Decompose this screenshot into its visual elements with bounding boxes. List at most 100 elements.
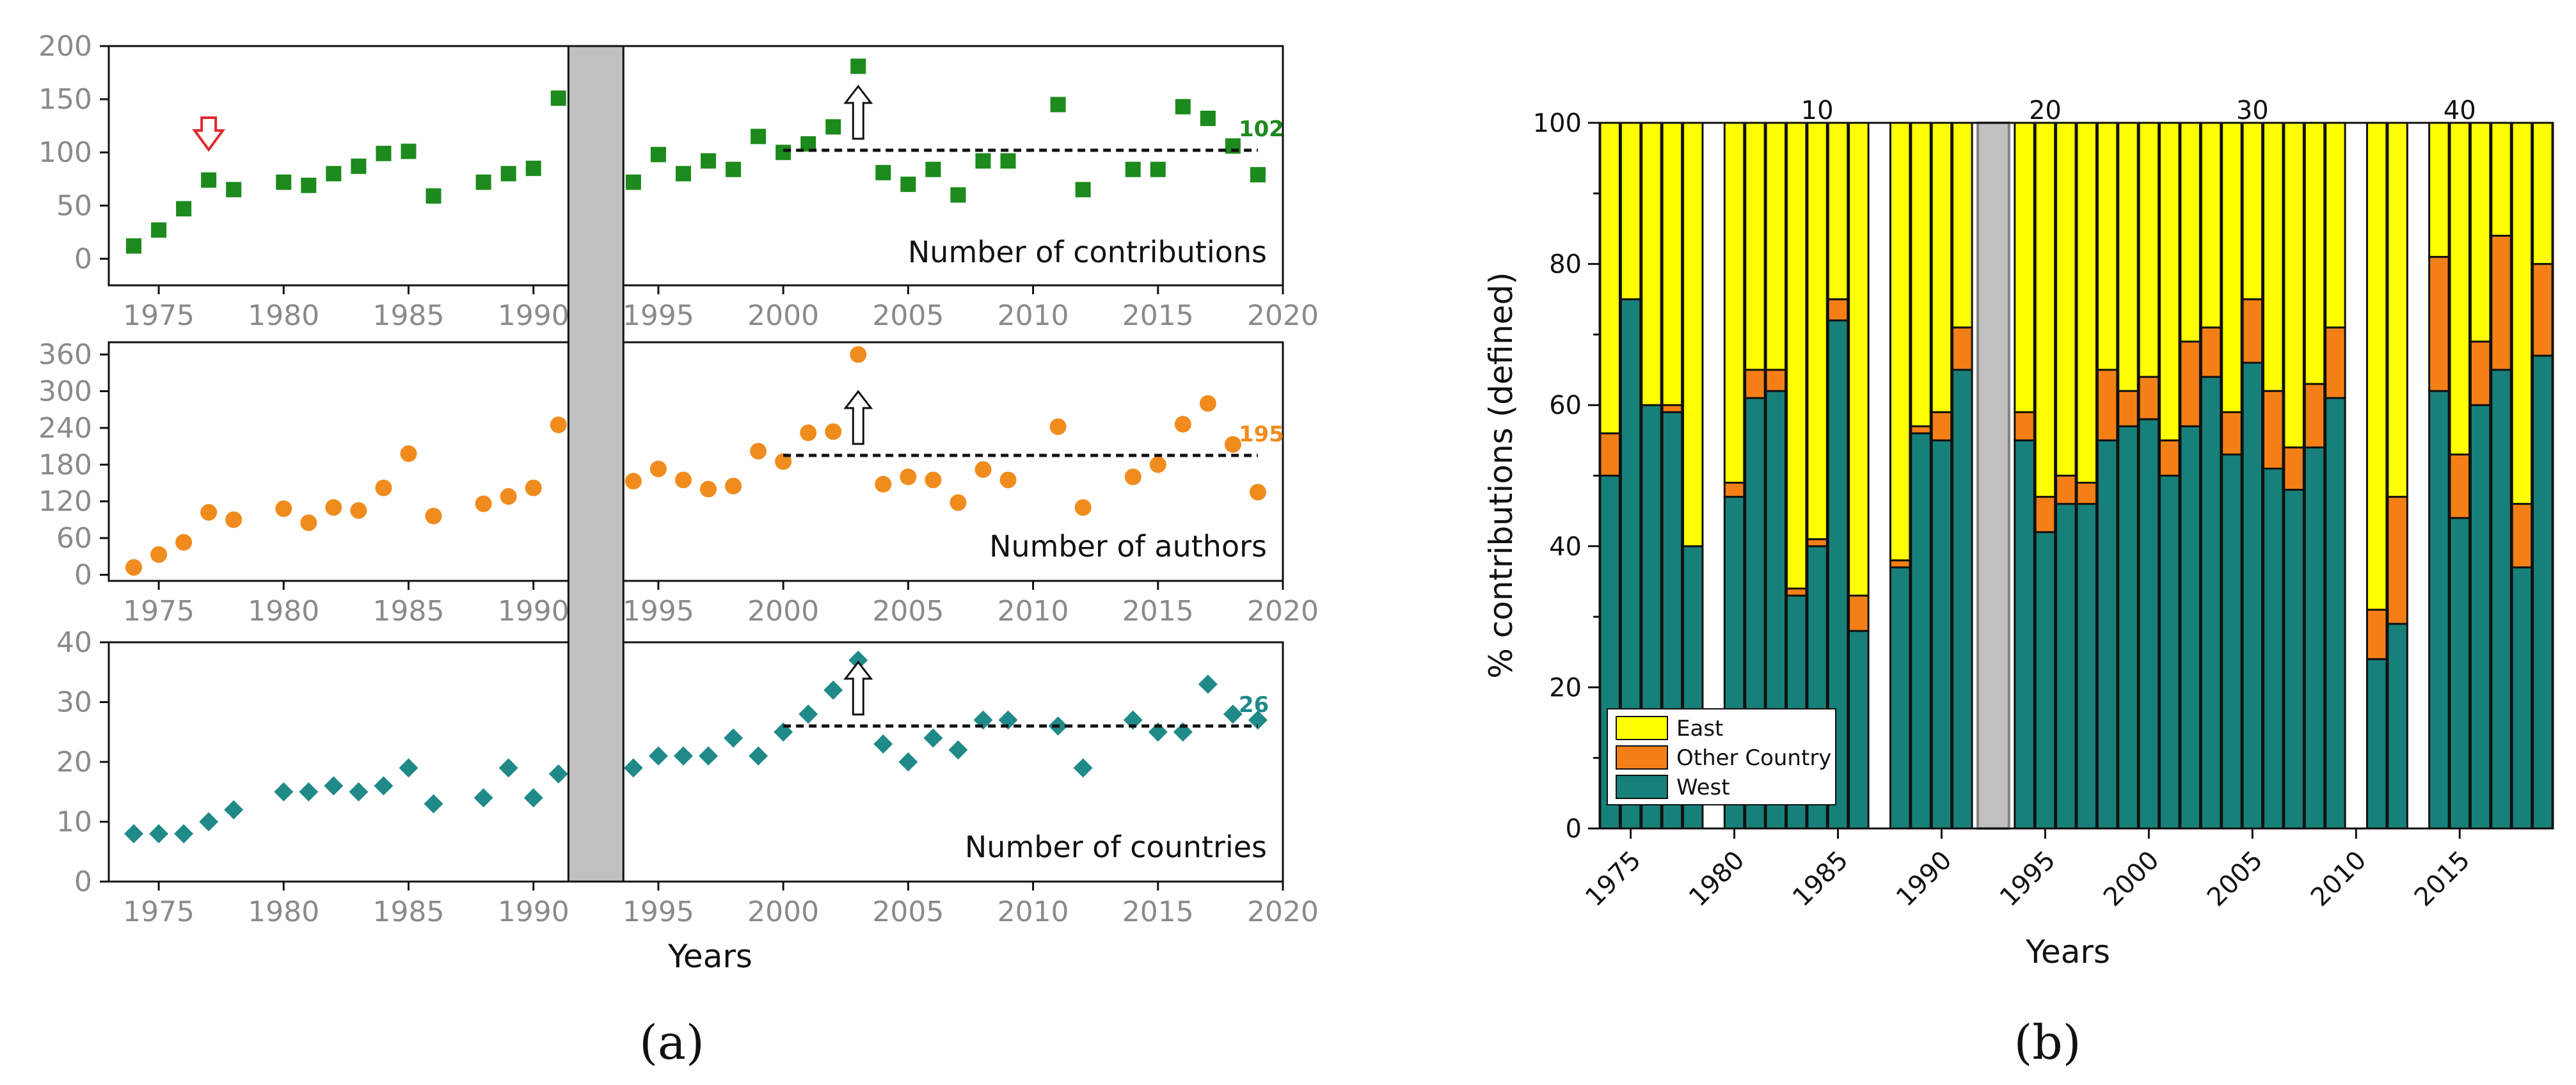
bar-segment-east: [2365, 122, 2388, 611]
y-tick-label: 0: [1566, 814, 1582, 844]
subfigure-label-a: (a): [639, 1015, 704, 1070]
contribution-point: [475, 174, 491, 190]
bar-segment-other-country: [2303, 383, 2326, 448]
country-point: [1248, 710, 1268, 730]
author-point: [850, 346, 867, 363]
contributions-subplot: 0 50 100 150 200 1975 1980 1985 1990 1995 2000 2005…: [38, 30, 1319, 332]
legend-label-west: West: [1676, 775, 1730, 800]
bar-segment-other-country: [1785, 587, 1808, 597]
country-point: [799, 704, 818, 724]
bar-segment-west: [1848, 630, 1870, 830]
country-point: [124, 824, 144, 844]
author-point: [425, 507, 442, 525]
x-tick-label: 1990: [498, 595, 569, 628]
contribution-point: [226, 182, 242, 198]
up-arrow-icon: [843, 390, 873, 445]
bar-segment-other-country: [2055, 475, 2077, 505]
author-point: [1124, 468, 1141, 486]
y-tick-label: 150: [38, 83, 92, 116]
bar-segment-other-country: [1930, 411, 1953, 441]
plot-frame: [107, 341, 1284, 582]
country-point: [523, 788, 543, 808]
bar-segment-east: [1889, 122, 1911, 562]
bar-segment-east: [2532, 122, 2554, 265]
bar-segment-east: [1682, 122, 1704, 548]
bar-segment-west: [2490, 368, 2512, 830]
bar-segment-east: [1827, 122, 1849, 301]
y-tick-label: 20: [56, 746, 92, 779]
bar-segment-west: [2449, 517, 2470, 830]
bar-segment-east: [2511, 122, 2533, 505]
y-tick-label: 0: [74, 558, 92, 591]
plot-frame: [107, 45, 1284, 287]
bar-segment-east: [2241, 122, 2264, 301]
down-arrow-icon: [192, 116, 226, 152]
x-tick-label: 1985: [373, 299, 445, 332]
contribution-point: [376, 145, 392, 161]
bar-segment-west: [2303, 446, 2326, 830]
contribution-point: [900, 177, 916, 193]
bar-segment-other-country: [1765, 368, 1787, 392]
bar-segment-east: [1599, 122, 1621, 434]
country-point: [224, 800, 244, 820]
bar-segment-west: [2469, 404, 2492, 830]
contribution-point: [201, 172, 217, 188]
reference-label-authors: 195: [1239, 422, 1284, 447]
contribution-point: [425, 188, 441, 204]
author-point: [1049, 418, 1067, 435]
x-tick-label: 2000: [747, 299, 819, 332]
bar-segment-other-country: [2262, 390, 2284, 470]
bar-segment-east: [2221, 122, 2243, 413]
bar-segment-east: [2117, 122, 2139, 392]
contribution-point: [1050, 97, 1066, 113]
bar-segment-west: [2325, 397, 2346, 830]
bar-segment-other-country: [2014, 411, 2035, 441]
author-point: [950, 494, 967, 511]
contribution-point: [351, 158, 367, 174]
bar-segment-east: [2076, 122, 2097, 484]
bar-segment-other-country: [1952, 326, 1973, 371]
contribution-point: [301, 177, 317, 193]
x-tick-label: 1990: [498, 299, 569, 332]
bar-segment-other-country: [1889, 559, 1911, 569]
country-point: [1173, 722, 1193, 742]
author-point: [825, 423, 842, 440]
y-axis-ticks: 0 20 40 60 80 100: [1533, 109, 1600, 844]
country-point: [749, 746, 768, 766]
x-tick-label: 2005: [872, 595, 944, 628]
bar-segment-west: [2159, 475, 2181, 830]
y-axis-title-b: % contributions (defined): [1483, 272, 1520, 679]
contribution-point: [1000, 153, 1016, 169]
bar-segment-west: [2387, 622, 2408, 830]
country-point: [473, 788, 493, 808]
x-tick-label: 2020: [1247, 299, 1319, 332]
bar-segment-east: [2449, 122, 2470, 455]
bar-segment-other-country: [2138, 376, 2160, 420]
author-point: [175, 534, 193, 551]
x-axis-title-b: Years: [2025, 933, 2110, 970]
country-point: [1123, 710, 1143, 730]
contribution-point: [550, 90, 566, 106]
bar-segment-west: [2034, 531, 2056, 830]
y-tick-label: 80: [1549, 250, 1582, 280]
bar-segment-west: [2096, 439, 2119, 830]
author-point: [775, 453, 792, 470]
contribution-point: [1250, 167, 1266, 183]
contribution-point: [276, 174, 292, 190]
contribution-point: [525, 161, 541, 177]
country-point: [349, 782, 369, 802]
bar-segment-east: [1848, 122, 1870, 597]
bar-segment-west: [1910, 432, 1932, 830]
author-point: [200, 503, 218, 521]
contribution-point: [875, 164, 891, 180]
x-tick-label: 2000: [747, 595, 819, 628]
country-point: [898, 752, 918, 772]
bar-segment-west: [1952, 368, 1973, 830]
author-point: [225, 511, 242, 528]
author-point: [800, 424, 817, 441]
bar-segment-west: [2511, 566, 2533, 830]
y-tick-label: 0: [74, 242, 92, 275]
y-tick-label: 50: [56, 189, 92, 222]
contribution-point: [625, 174, 641, 190]
